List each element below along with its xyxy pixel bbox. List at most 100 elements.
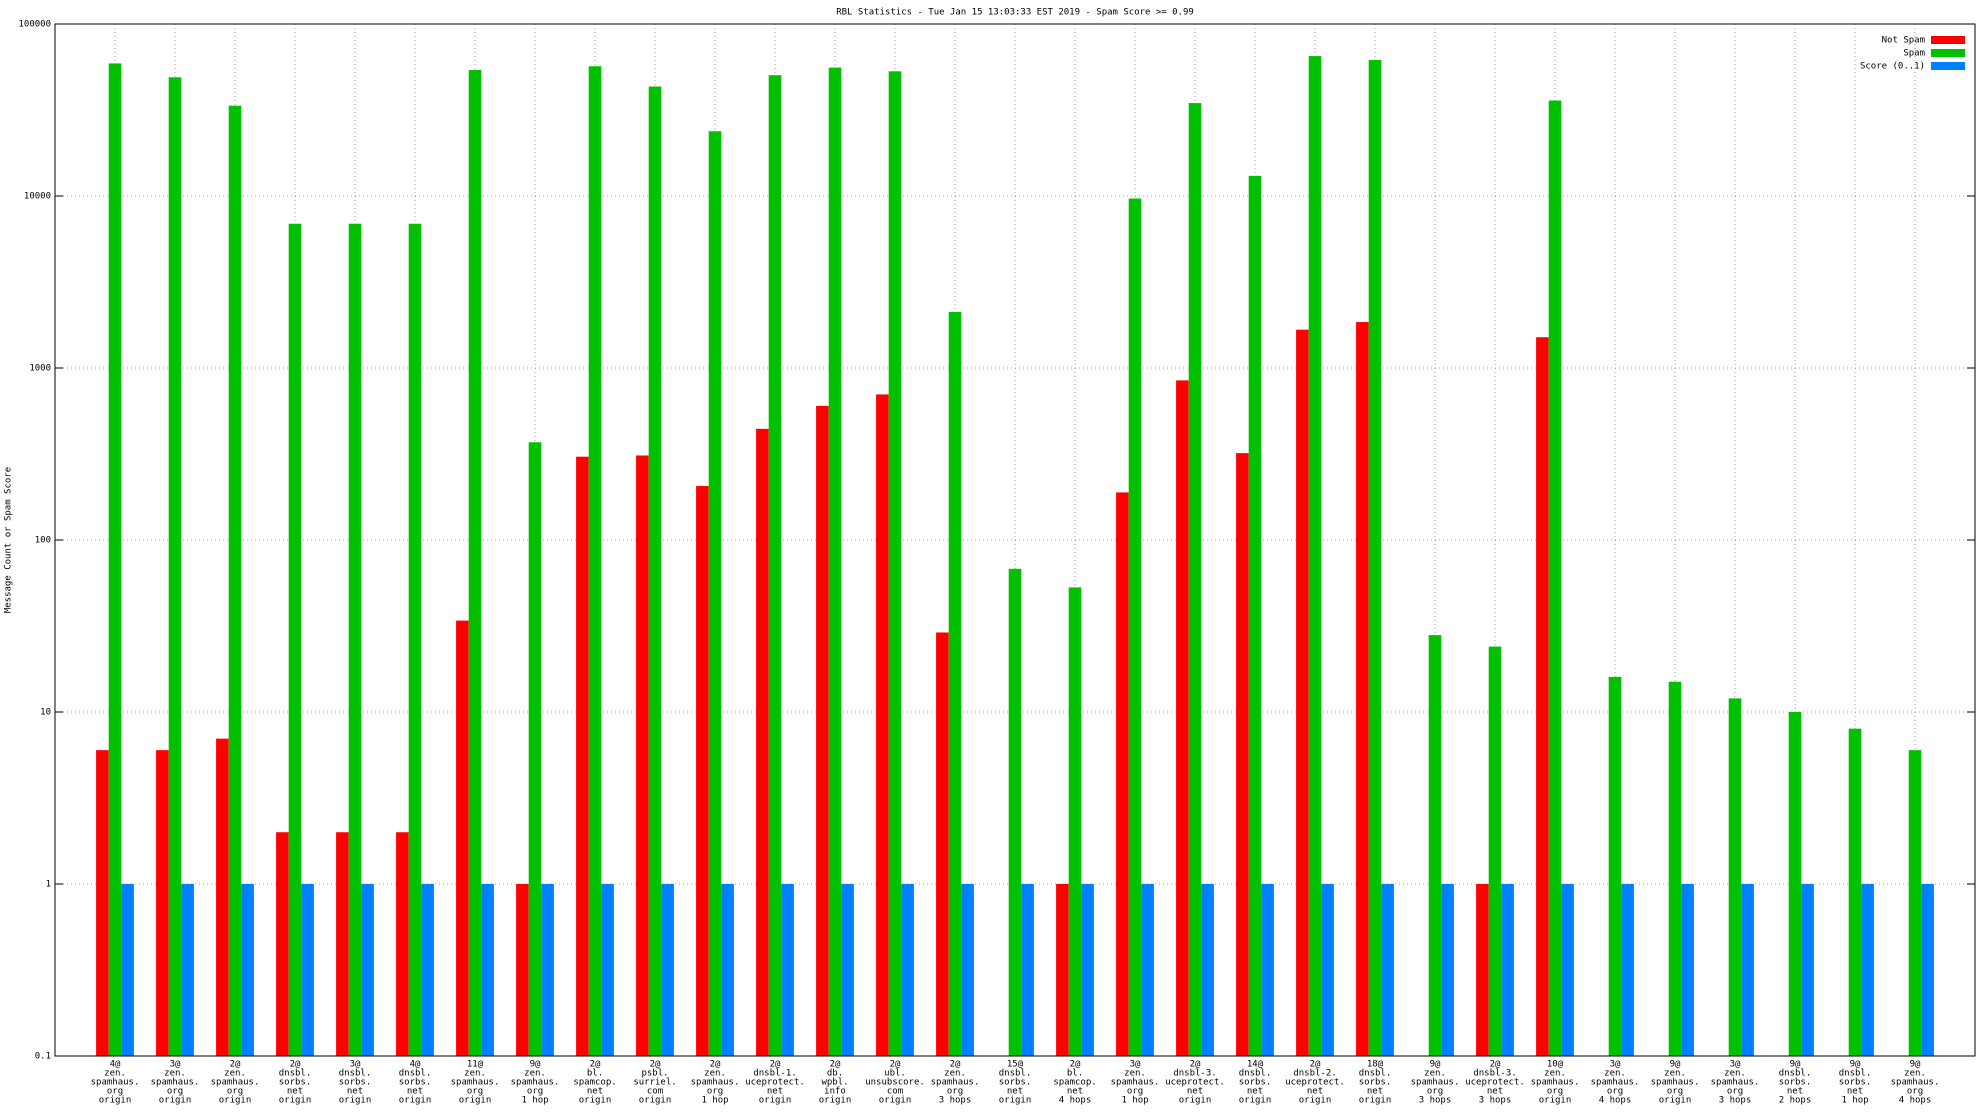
x-tick-label: zen. [224, 1069, 246, 1079]
x-tick-label: net [287, 1087, 303, 1097]
bar [1561, 884, 1574, 1056]
x-tick-label: dnsbl-3. [1173, 1069, 1216, 1079]
legend-swatch [1931, 49, 1965, 57]
x-tick-label: origin [999, 1096, 1032, 1106]
bar [1021, 884, 1034, 1056]
x-tick-label: com [647, 1087, 663, 1097]
bar [876, 394, 889, 1056]
x-tick-label: origin [579, 1096, 612, 1106]
bar [1141, 884, 1154, 1056]
x-tick-label: bl. [587, 1069, 603, 1079]
x-tick-label: 3@ [1130, 1060, 1141, 1070]
x-tick-label: 4@ [110, 1060, 121, 1070]
x-tick-label: zen. [944, 1069, 966, 1079]
bar [541, 884, 554, 1056]
bar [696, 486, 709, 1056]
bar [1608, 676, 1622, 1056]
plot-frame [54, 23, 1976, 1057]
x-tick-label: com [887, 1087, 903, 1097]
bar [456, 620, 469, 1056]
x-tick-label: 3@ [1610, 1060, 1621, 1070]
x-tick-label: 2@ [770, 1060, 781, 1070]
bar [1488, 646, 1502, 1056]
legend-label: Spam [1903, 49, 1925, 59]
x-tick-label: dnsbl. [279, 1069, 312, 1079]
bar [1788, 712, 1802, 1056]
bar [1188, 103, 1202, 1056]
x-tick-label: 14@ [1247, 1060, 1264, 1070]
x-tick-label: sorbs. [1359, 1078, 1392, 1088]
bar [588, 66, 602, 1057]
bar [1621, 884, 1634, 1056]
x-tick-label: spamhaus. [1411, 1078, 1460, 1088]
x-tick-label: surriel. [633, 1078, 676, 1088]
x-tick-label: sorbs. [1779, 1078, 1812, 1088]
x-tick-label: db. [827, 1069, 843, 1079]
x-tick-label: org [1427, 1087, 1443, 1097]
bar [288, 223, 302, 1056]
x-tick-label: 4@ [410, 1060, 421, 1070]
bar [1441, 884, 1454, 1056]
bar [601, 884, 614, 1056]
x-tick-label: spamcop. [1053, 1078, 1096, 1088]
x-tick-label: 9@ [1430, 1060, 1441, 1070]
x-tick-label: 9@ [530, 1060, 541, 1070]
bar [216, 738, 229, 1056]
x-tick-label: 2@ [290, 1060, 301, 1070]
x-tick-label: 3 hops [1419, 1096, 1452, 1106]
x-tick-label: org [1727, 1087, 1743, 1097]
bar [1861, 884, 1874, 1056]
bar [661, 884, 674, 1056]
x-tick-label: org [1127, 1087, 1143, 1097]
bar [1068, 587, 1082, 1056]
y-tick-label: 1 [46, 880, 51, 890]
x-tick-label: origin [879, 1096, 912, 1106]
x-tick-label: origin [1239, 1096, 1272, 1106]
x-tick-label: origin [819, 1096, 852, 1106]
x-tick-label: 15@ [1007, 1060, 1024, 1070]
legend-label: Not Spam [1882, 36, 1925, 46]
x-tick-label: origin [159, 1096, 192, 1106]
bar [108, 63, 122, 1056]
y-tick-label: 10 [40, 708, 51, 718]
x-tick-label: spamhaus. [151, 1078, 200, 1088]
x-tick-label: 10@ [1547, 1060, 1564, 1070]
x-tick-label: spamhaus. [511, 1078, 560, 1088]
bar [1116, 492, 1129, 1056]
bar [1801, 884, 1814, 1056]
x-tick-label: sorbs. [339, 1078, 372, 1088]
x-tick-label: 2@ [230, 1060, 241, 1070]
x-tick-label: net [1307, 1087, 1323, 1097]
x-tick-label: 2@ [950, 1060, 961, 1070]
x-tick-label: 2@ [1190, 1060, 1201, 1070]
x-tick-label: 2@ [1070, 1060, 1081, 1070]
bar [1321, 884, 1334, 1056]
x-tick-label: spamcop. [573, 1078, 616, 1088]
x-tick-label: zen. [104, 1069, 126, 1079]
x-tick-label: dnsbl. [1839, 1069, 1872, 1079]
bar [948, 311, 962, 1056]
x-tick-label: 2@ [890, 1060, 901, 1070]
x-tick-label: ubl. [884, 1069, 906, 1079]
bar [1501, 884, 1514, 1056]
bar [1848, 728, 1862, 1056]
bar [1056, 884, 1069, 1056]
bar [1296, 329, 1309, 1057]
y-tick-label: 10000 [24, 192, 51, 202]
x-tick-label: 1 hop [701, 1096, 728, 1106]
x-tick-label: zen. [1904, 1069, 1926, 1079]
x-tick-label: uceprotect. [1285, 1078, 1345, 1088]
bar [1381, 884, 1394, 1056]
bar [156, 750, 169, 1056]
bar [348, 223, 362, 1056]
bar [336, 832, 349, 1056]
x-tick-label: dnsbl. [1239, 1069, 1272, 1079]
x-tick-label: sorbs. [999, 1078, 1032, 1088]
bar [708, 131, 722, 1056]
bar [168, 77, 182, 1057]
x-tick-label: org [707, 1087, 723, 1097]
x-tick-label: 18@ [1367, 1060, 1384, 1070]
x-tick-label: origin [219, 1096, 252, 1106]
x-tick-label: org [107, 1087, 123, 1097]
